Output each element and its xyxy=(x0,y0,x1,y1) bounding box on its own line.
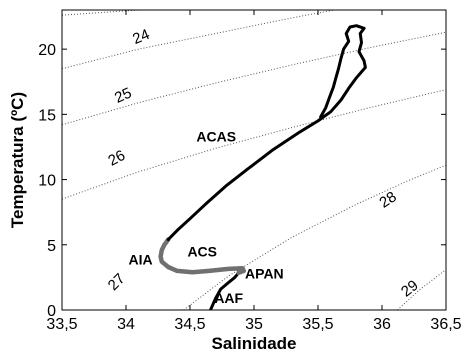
x-axis-label: Salinidade xyxy=(211,334,296,353)
y-axis: 0 5 10 15 20 xyxy=(38,42,446,320)
plot-area xyxy=(62,10,446,310)
y-tick-label: 5 xyxy=(47,238,56,255)
water-mass-label-aaf: AAF xyxy=(214,290,243,306)
isopycnal-line-27 xyxy=(62,89,446,200)
x-tick-label: 36 xyxy=(373,316,391,333)
y-tick-label: 15 xyxy=(38,107,56,124)
y-tick-label: 0 xyxy=(47,303,56,320)
ts-profile-segment-1 xyxy=(209,271,241,310)
water-mass-label-apan: APAN xyxy=(245,266,284,282)
y-tick-label: 10 xyxy=(38,173,56,190)
isopycnal-line-25 xyxy=(62,10,338,70)
y-axis-label: Temperatura (ºC) xyxy=(8,92,27,228)
isopycnal-layer xyxy=(62,10,446,310)
water-mass-label-aia: AIA xyxy=(129,251,153,267)
x-tick-label: 35,5 xyxy=(302,316,333,333)
isopycnal-label-25: 25 xyxy=(112,84,134,106)
x-tick-label: 35 xyxy=(245,316,263,333)
water-mass-label-acs: ACS xyxy=(187,244,217,260)
isopycnal-label-24: 24 xyxy=(130,26,152,48)
ts-profile-segment-2 xyxy=(158,237,247,276)
ts-profile-segment-3 xyxy=(166,24,367,242)
y-tick-label: 20 xyxy=(38,42,56,59)
x-axis: 33,5 34 34,5 35 35,5 36 36,5 xyxy=(46,10,462,333)
isopycnal-label-26: 26 xyxy=(105,147,128,170)
x-tick-label: 34 xyxy=(117,316,135,333)
x-tick-label: 33,5 xyxy=(46,316,77,333)
isopycnal-label-29: 29 xyxy=(398,277,422,301)
x-tick-label: 36,5 xyxy=(430,316,461,333)
series-layer xyxy=(158,24,367,310)
isopycnal-label-28: 28 xyxy=(376,188,399,211)
isopycnal-line-26 xyxy=(62,31,446,126)
x-tick-label: 34,5 xyxy=(174,316,205,333)
water-mass-label-acas: ACAS xyxy=(196,129,236,145)
